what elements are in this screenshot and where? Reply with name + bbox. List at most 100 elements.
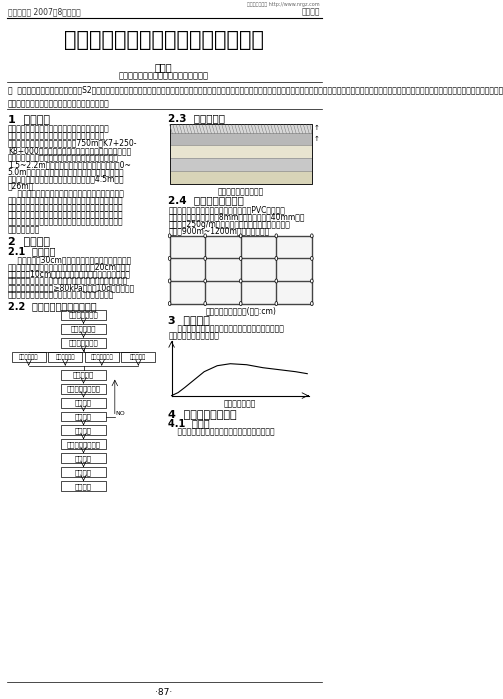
Bar [121, 352, 155, 361]
Text: 铺设砂垫层，然后埋设真空排水通道（塑料插水板），再: 铺设砂垫层，然后埋设真空排水通道（塑料插水板），再 [8, 196, 123, 206]
Text: 观测设备，铺设排水滤管，控密封沟，铺设20cm砂砾垫: 观测设备，铺设排水滤管，控密封沟，铺设20cm砂砾垫 [8, 262, 131, 271]
Text: 1  工程概况: 1 工程概况 [8, 113, 50, 124]
Text: ↑: ↑ [313, 136, 319, 143]
Text: 摘  要：我组施工浙江台缙高速公路S2标工程，其中软基处理是我标段的难点工程，而且软基处理方法多种多样，其中真空联合堆载预压处理软基在我公司尚属首次施工，自批工: 摘 要：我组施工浙江台缙高速公路S2标工程，其中软基处理是我标段的难点工程，而且… [8, 86, 503, 94]
Text: 检验检查: 检验检查 [75, 455, 92, 461]
Text: K8+000），不良软土层约主要分布情况如下：处址靠: K8+000），不良软土层约主要分布情况如下：处址靠 [8, 146, 131, 155]
Text: 用不透气的封闭膜与大气隔绝，薄膜四周埋入土中，通过: 用不透气的封闭膜与大气隔绝，薄膜四周埋入土中，通过 [8, 203, 123, 212]
Circle shape [275, 257, 278, 261]
Text: 控密封封沟: 控密封封沟 [130, 354, 146, 359]
Text: 排水管道主管和支管及其管缘均采用硬质PVC管，在管: 排水管道主管和支管及其管缘均采用硬质PVC管，在管 [169, 206, 285, 214]
Text: 真空预压法加固地基是在需要加固的软土地基表面先: 真空预压法加固地基是在需要加固的软土地基表面先 [8, 189, 124, 198]
Circle shape [310, 301, 313, 305]
Text: 加载曲线示意图: 加载曲线示意图 [224, 400, 256, 409]
Bar [61, 481, 106, 491]
Bar [85, 352, 119, 361]
Text: 关键词：真空联合堆载预压；软基处理；施工技术: 关键词：真空联合堆载预压；软基处理；施工技术 [8, 99, 110, 108]
Circle shape [169, 301, 171, 305]
Circle shape [204, 279, 206, 283]
Text: 3  加荷曲线: 3 加荷曲线 [169, 315, 210, 324]
Text: 孔后外包250g/m以上无纺土工布包裹。真空射流泵数: 孔后外包250g/m以上无纺土工布包裹。真空射流泵数 [169, 219, 290, 229]
Circle shape [310, 257, 313, 261]
Text: 2.3  施工次序图: 2.3 施工次序图 [169, 113, 225, 124]
Text: 二层真空膜，封密封沟，安装射流泵，连接管路，抽真空，: 二层真空膜，封密封沟，安装射流泵，连接管路，抽真空， [8, 277, 128, 285]
Bar [61, 310, 106, 320]
Bar [61, 454, 106, 463]
Text: 2.1  施工次序: 2.1 施工次序 [8, 246, 55, 256]
Bar [170, 171, 312, 185]
Bar [61, 398, 106, 408]
Text: 一层土工布，铺设细砂和粘土，然后进行正常堆载。: 一层土工布，铺设细砂和粘土，然后进行正常堆载。 [8, 291, 114, 300]
Text: 质量检查: 质量检查 [75, 469, 92, 475]
Circle shape [204, 301, 206, 305]
Text: 2.2  真空预压施工工艺流程图: 2.2 真空预压施工工艺流程图 [8, 301, 97, 311]
Bar [61, 338, 106, 348]
Circle shape [310, 234, 313, 238]
Text: NO: NO [116, 410, 125, 415]
Text: 竣工验收: 竣工验收 [75, 483, 92, 489]
Bar [61, 412, 106, 421]
Text: 真空预压管路布置图(单位:cm): 真空预压管路布置图(单位:cm) [205, 307, 276, 315]
Text: 二通道中的一连，是浙江省十五规划中实施的主: 二通道中的一连，是浙江省十五规划中实施的主 [8, 131, 105, 140]
Text: 打工塑料排水板: 打工塑料排水板 [68, 340, 99, 346]
Text: 层，内铺设10cm濒砂；其上铺设一层无纺土工布，内设: 层，内铺设10cm濒砂；其上铺设一层无纺土工布，内设 [8, 269, 131, 278]
Text: 铺气密膜: 铺气密膜 [75, 399, 92, 406]
Text: 正式抽气: 正式抽气 [75, 427, 92, 434]
Bar [170, 145, 312, 159]
Text: 2  施工工艺: 2 施工工艺 [8, 236, 50, 246]
Text: 近城洪积的冲海积平原，上部分布冲海积亚粘土，层厚: 近城洪积的冲海积平原，上部分布冲海积亚粘土，层厚 [8, 153, 119, 162]
Text: 1.5~2.2m；软塑状；上部分布海积淤泥，层厚0~: 1.5~2.2m；软塑状；上部分布海积淤泥，层厚0~ [8, 160, 131, 169]
Text: 空，土体中的孔隙水在负作用下不断由排水通道排出，从: 空，土体中的孔隙水在负作用下不断由排水通道排出，从 [8, 217, 123, 226]
Bar [61, 370, 106, 380]
Text: 真空堆载联合预压时间。: 真空堆载联合预压时间。 [169, 331, 219, 340]
Text: 清表后铺设30cm砂砾垫层，打设塑料排水板，埋设: 清表后铺设30cm砂砾垫层，打设塑料排水板，埋设 [8, 255, 131, 264]
Text: 台缙高速公路是浙江省交通建设二横二横十连一统: 台缙高速公路是浙江省交通建设二横二横十连一统 [8, 124, 110, 134]
Text: 建材与装饰 2007年8月中旬刊: 建材与装饰 2007年8月中旬刊 [8, 7, 80, 16]
Text: 4.1  真空度: 4.1 真空度 [169, 419, 210, 428]
Circle shape [169, 279, 171, 283]
Text: 5.0m；下部分布冲洪积圆砾、卵石及坡洪积含粘性亚: 5.0m；下部分布冲洪积圆砾、卵石及坡洪积含粘性亚 [8, 168, 124, 177]
Text: 埋设观测器具: 埋设观测器具 [19, 354, 38, 359]
Text: 4  施工时的现场测试: 4 施工时的现场测试 [169, 408, 237, 419]
Text: 积气分析: 积气分析 [75, 413, 92, 420]
Text: 真空联合堆载预压软基处理施工技术: 真空联合堆载预压软基处理施工技术 [64, 30, 264, 50]
Circle shape [275, 301, 278, 305]
Bar [170, 236, 312, 303]
Circle shape [239, 234, 242, 238]
Text: 铺碎砂垫垫层: 铺碎砂垫垫层 [71, 326, 96, 332]
Text: （中国中铁一局集团第五工程有限公司）: （中国中铁一局集团第五工程有限公司） [119, 72, 209, 80]
Text: 2.4  真空预压管路布置: 2.4 真空预压管路布置 [169, 195, 244, 206]
Circle shape [239, 257, 242, 261]
Circle shape [204, 257, 206, 261]
Text: 真空堆载联合预压: 真空堆载联合预压 [66, 441, 101, 447]
Circle shape [169, 234, 171, 238]
Circle shape [310, 279, 313, 283]
Circle shape [169, 257, 171, 261]
Text: 施工技术: 施工技术 [302, 7, 320, 16]
Circle shape [275, 279, 278, 283]
Circle shape [239, 279, 242, 283]
Text: 壁按正三角形开孔，孔径8mm，上下孔间距为40mm，打: 壁按正三角形开孔，孔径8mm，上下孔间距为40mm，打 [169, 212, 305, 222]
Bar [61, 426, 106, 435]
Text: 而使土体固结。: 而使土体固结。 [8, 225, 40, 234]
Bar [170, 159, 312, 171]
Text: 施测、平整场地: 施测、平整场地 [68, 312, 99, 318]
Bar [12, 352, 46, 361]
Bar [61, 384, 106, 394]
Bar [170, 134, 312, 145]
Text: 要基础设施之一。我标段软基处理750m（K7+250-: 要基础设施之一。我标段软基处理750m（K7+250- [8, 139, 137, 147]
Text: 真空预压滤料层分布图: 真空预压滤料层分布图 [218, 187, 264, 196]
Text: 更多资料请访问 http://www.nrgz.com: 更多资料请访问 http://www.nrgz.com [247, 2, 320, 7]
Text: ↑: ↑ [313, 126, 319, 131]
Circle shape [275, 234, 278, 238]
Text: 铺密封滤管: 铺密封滤管 [73, 371, 94, 378]
Bar [61, 324, 106, 334]
Text: 量按约900m~1200m处理面积控制。: 量按约900m~1200m处理面积控制。 [169, 226, 270, 236]
Text: ·87·: ·87· [155, 689, 173, 697]
Bar [61, 440, 106, 449]
Text: 铺网状连接管处理: 铺网状连接管处理 [66, 385, 101, 392]
Circle shape [204, 234, 206, 238]
Text: 观测真空预压（真空度≥80kPa）稳定10d左右，铺设: 观测真空预压（真空度≥80kPa）稳定10d左右，铺设 [8, 284, 135, 293]
Text: 铺设水下滤管: 铺设水下滤管 [55, 354, 75, 359]
Text: 要求对真空表进行校核，读取数据并做好记录。: 要求对真空表进行校核，读取数据并做好记录。 [169, 428, 275, 436]
